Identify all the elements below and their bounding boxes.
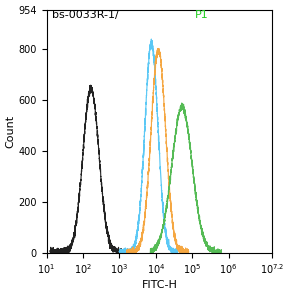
- Text: P1: P1: [195, 10, 209, 20]
- Text: bs-0033R-1/: bs-0033R-1/: [52, 10, 122, 20]
- Y-axis label: Count: Count: [6, 115, 16, 148]
- X-axis label: FITC-H: FITC-H: [142, 280, 177, 290]
